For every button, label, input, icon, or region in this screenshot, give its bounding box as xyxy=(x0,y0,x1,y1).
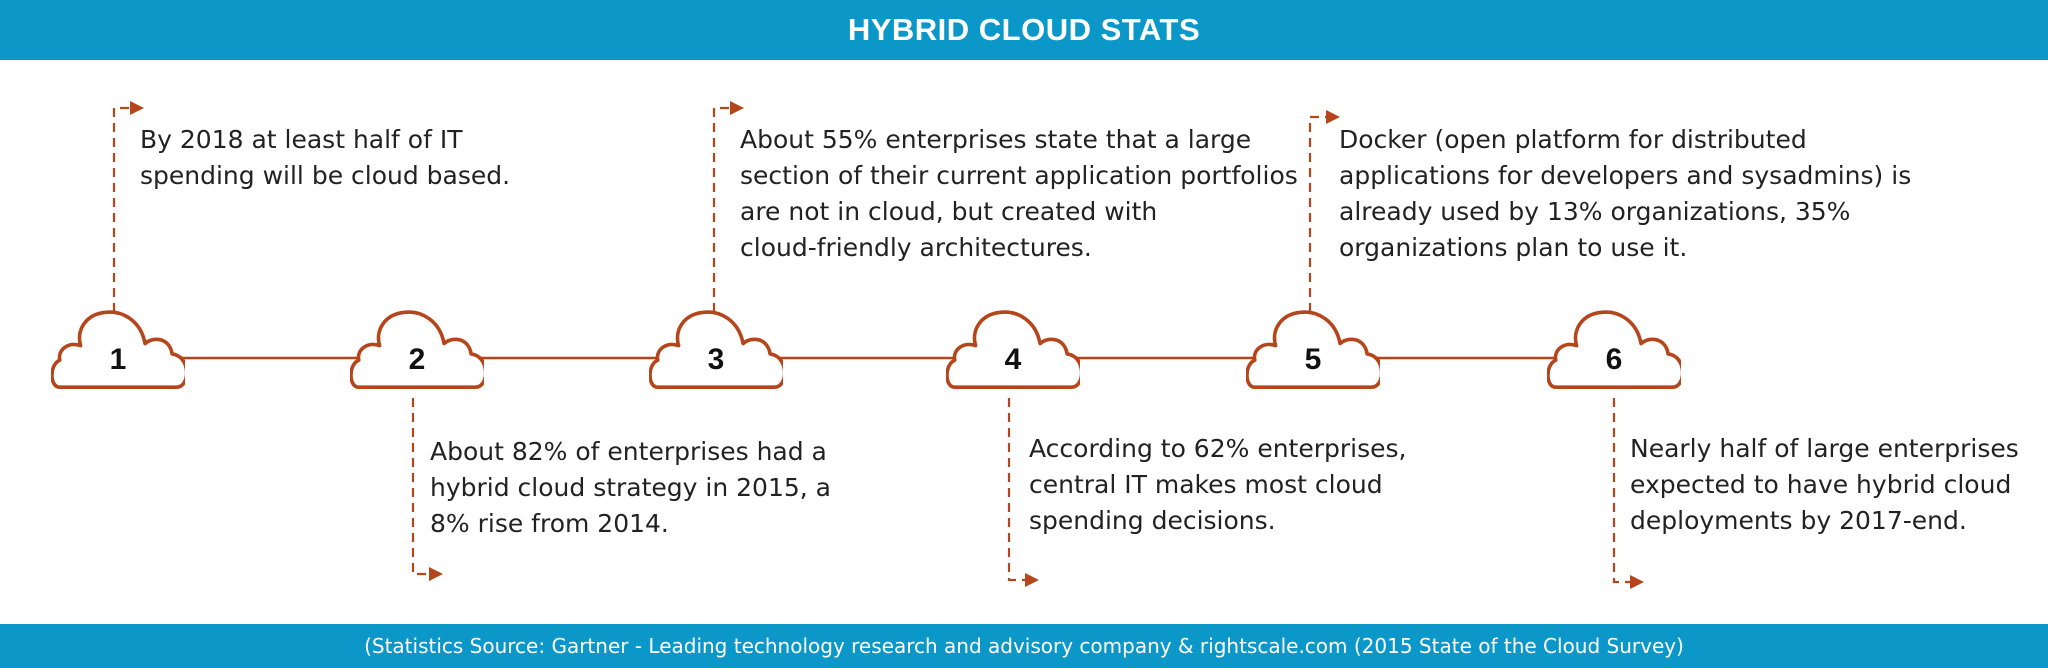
stat-line: Docker (open platform for distributed xyxy=(1339,125,1807,154)
pointer-arrow xyxy=(1308,110,1340,312)
stat-line: expected to have hybrid cloud xyxy=(1630,470,2012,499)
stat-line: About 55% enterprises state that a large xyxy=(740,125,1252,154)
pointer-arrow xyxy=(411,398,443,581)
stat-text-1: By 2018 at least half of IT spending will… xyxy=(140,122,510,194)
cloud-icon: 6 xyxy=(1547,310,1681,390)
stat-line: central IT makes most cloud xyxy=(1029,470,1383,499)
stat-text-6: Nearly half of large enterprises expected… xyxy=(1630,431,2019,539)
stat-text-3: About 55% enterprises state that a large… xyxy=(740,122,1298,266)
stat-line: spending decisions. xyxy=(1029,506,1276,535)
cloud-icon: 1 xyxy=(51,310,185,390)
footer-banner: (Statistics Source: Gartner - Leading te… xyxy=(0,624,2048,668)
stat-line: are not in cloud, but created with xyxy=(740,197,1158,226)
stat-line: By 2018 at least half of IT xyxy=(140,125,463,154)
cloud-icon: 2 xyxy=(350,310,484,390)
stat-line: 8% rise from 2014. xyxy=(430,509,669,538)
page-title: HYBRID CLOUD STATS xyxy=(847,12,1201,47)
stat-line: organizations plan to use it. xyxy=(1339,233,1688,262)
cloud-icon: 3 xyxy=(649,310,783,390)
step-number: 4 xyxy=(1005,343,1022,376)
step-number: 5 xyxy=(1305,343,1322,376)
stat-line: deployments by 2017-end. xyxy=(1630,506,1967,535)
stat-line: About 82% of enterprises had a xyxy=(430,437,827,466)
stat-line: applications for developers and sysadmin… xyxy=(1339,161,1912,190)
header-banner: HYBRID CLOUD STATS xyxy=(0,0,2048,60)
source-note: (Statistics Source: Gartner - Leading te… xyxy=(364,634,1684,658)
stat-line: cloud-friendly architectures. xyxy=(740,233,1092,262)
cloud-icon: 5 xyxy=(1246,310,1380,390)
stat-line: According to 62% enterprises, xyxy=(1029,434,1407,463)
stat-line: Nearly half of large enterprises xyxy=(1630,434,2019,463)
stat-text-4: According to 62% enterprises, central IT … xyxy=(1029,431,1406,539)
pointer-arrow xyxy=(112,101,144,312)
stat-line: section of their current application por… xyxy=(740,161,1298,190)
stat-text-5: Docker (open platform for distributed app… xyxy=(1339,122,1911,266)
step-number: 6 xyxy=(1606,343,1623,376)
step-number: 3 xyxy=(708,343,725,376)
stat-text-2: About 82% of enterprises had a hybrid clo… xyxy=(430,434,831,542)
pointer-arrow xyxy=(1007,398,1039,587)
step-number: 2 xyxy=(409,343,426,376)
pointer-arrow xyxy=(1612,398,1644,589)
stat-line: already used by 13% organizations, 35% xyxy=(1339,197,1851,226)
stat-line: hybrid cloud strategy in 2015, a xyxy=(430,473,831,502)
step-number: 1 xyxy=(110,343,127,376)
stat-line: spending will be cloud based. xyxy=(140,161,511,190)
pointer-arrow xyxy=(712,101,744,312)
cloud-icon: 4 xyxy=(946,310,1080,390)
